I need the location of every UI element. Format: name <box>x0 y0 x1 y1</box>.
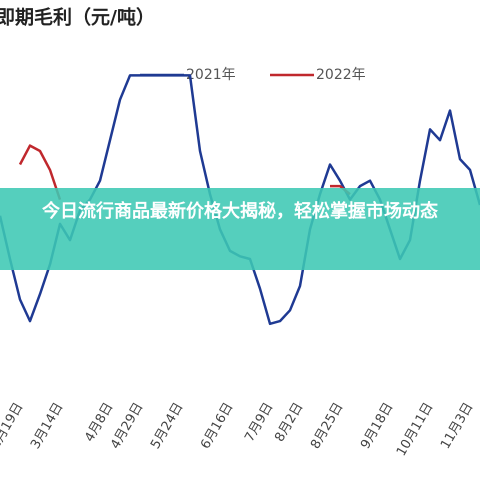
legend-label: 2022年 <box>316 67 366 83</box>
x-tick-label: 5月24日 <box>148 400 186 452</box>
x-tick-label: 8月25日 <box>308 400 346 452</box>
x-tick-label: 8月2日 <box>272 400 306 444</box>
legend: 2021年 2022年 <box>140 67 366 83</box>
banner-text: 今日流行商品最新价格大揭秘，轻松掌握市场动态 <box>42 201 438 222</box>
series-line <box>18 144 62 200</box>
x-tick-label: 9月18日 <box>358 400 396 452</box>
x-tick-label: 6月16日 <box>198 400 236 452</box>
chart-title: 即期毛利（元/吨） <box>0 6 155 29</box>
x-tick-label: 7月9日 <box>242 400 276 444</box>
x-tick-label: 10月11日 <box>394 400 437 459</box>
banner-bg <box>0 188 480 270</box>
banner: 今日流行商品最新价格大揭秘，轻松掌握市场动态 <box>42 201 438 222</box>
x-tick-label: 11月3日 <box>438 400 476 452</box>
x-tick-label: 3月14日 <box>28 400 66 452</box>
x-tick-label: 2月19日 <box>0 400 26 452</box>
legend-label: 2021年 <box>186 67 236 83</box>
